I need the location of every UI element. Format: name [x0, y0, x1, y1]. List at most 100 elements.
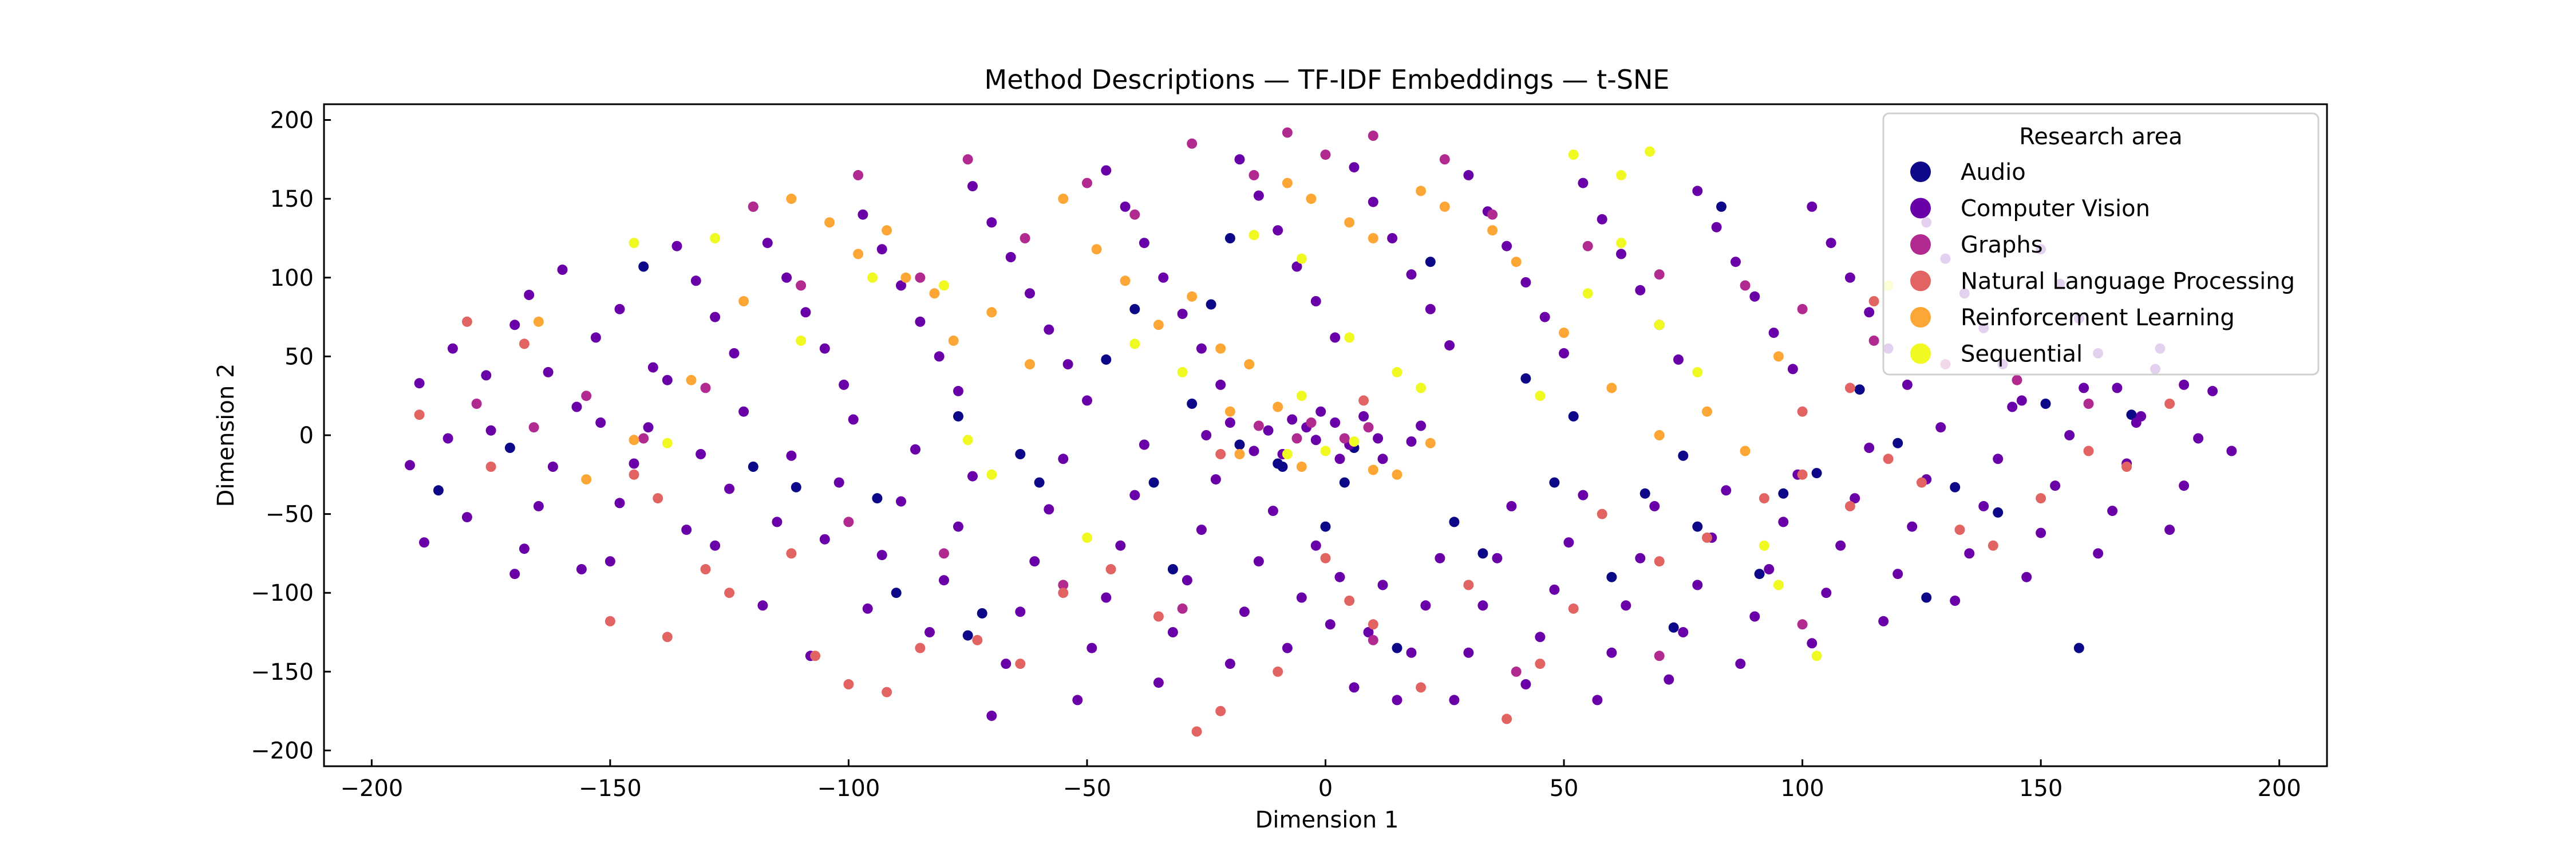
point-1-26 [819, 534, 830, 545]
point-1-59 [1296, 592, 1307, 603]
point-0-1 [504, 443, 515, 453]
point-1-9 [557, 265, 568, 275]
point-3-16 [1015, 659, 1026, 669]
legend-marker-4 [1910, 307, 1931, 328]
point-1-172 [1368, 196, 1378, 207]
point-3-24 [1344, 596, 1355, 606]
point-5-0 [629, 238, 639, 249]
point-1-220 [1263, 425, 1274, 436]
point-2-16 [1320, 149, 1331, 160]
point-4-5 [786, 194, 797, 204]
point-4-27 [1487, 225, 1498, 236]
point-1-217 [1330, 417, 1341, 428]
point-1-196 [1826, 238, 1836, 249]
point-1-197 [1844, 272, 1855, 283]
point-1-161 [1158, 272, 1169, 283]
point-3-25 [1368, 619, 1378, 630]
point-1-31 [896, 496, 906, 507]
point-2-31 [1177, 603, 1188, 614]
point-5-6 [962, 435, 973, 446]
point-1-182 [1559, 348, 1569, 358]
point-1-33 [924, 627, 935, 637]
point-1-142 [800, 307, 811, 318]
point-1-149 [934, 351, 945, 362]
point-4-39 [1392, 469, 1402, 480]
point-2-35 [1797, 619, 1808, 630]
point-4-33 [1740, 446, 1751, 456]
y-tick-label-6: 100 [270, 265, 314, 291]
point-4-0 [533, 316, 544, 327]
point-1-90 [1735, 659, 1746, 669]
point-4-1 [581, 474, 592, 485]
point-0-44 [2126, 409, 2137, 420]
point-0-12 [1101, 354, 1112, 365]
point-1-37 [986, 710, 997, 721]
point-5-30 [1320, 446, 1331, 456]
point-3-37 [1883, 454, 1894, 464]
point-4-7 [853, 249, 864, 259]
point-0-11 [1034, 477, 1045, 488]
point-1-70 [1449, 695, 1460, 706]
point-1-4 [485, 425, 496, 436]
point-1-77 [1549, 584, 1560, 595]
point-1-138 [729, 348, 740, 358]
point-1-175 [1425, 304, 1436, 314]
point-5-16 [1535, 391, 1546, 401]
legend-marker-5 [1910, 343, 1931, 364]
point-4-16 [1120, 275, 1131, 286]
point-3-6 [653, 493, 663, 504]
point-1-190 [1711, 222, 1722, 233]
point-2-38 [1339, 433, 1350, 444]
point-1-168 [1291, 261, 1302, 272]
point-1-126 [447, 343, 458, 354]
point-1-13 [614, 498, 625, 509]
point-4-14 [1058, 194, 1069, 204]
point-1-129 [524, 290, 535, 300]
x-tick-label-6: 100 [1780, 775, 1824, 802]
point-1-0 [405, 460, 415, 471]
point-1-17 [681, 525, 692, 535]
point-0-2 [638, 261, 649, 272]
point-2-37 [1306, 417, 1317, 428]
chart-title: Method Descriptions — TF-IDF Embeddings … [985, 64, 1670, 95]
point-1-57 [1267, 506, 1278, 517]
point-1-221 [1249, 446, 1259, 456]
point-1-128 [509, 320, 520, 330]
point-3-32 [1654, 556, 1665, 567]
point-1-67 [1406, 647, 1417, 658]
point-1-92 [1764, 564, 1775, 574]
point-1-180 [1520, 277, 1531, 287]
point-0-26 [1549, 477, 1560, 488]
point-4-41 [1224, 406, 1235, 417]
legend-items: Audio Computer Vision Graphs Natural Langua… [1910, 159, 2295, 368]
point-2-39 [1363, 422, 1374, 433]
point-3-14 [915, 643, 926, 653]
point-0-6 [891, 588, 902, 598]
point-5-22 [1654, 320, 1665, 330]
point-2-3 [638, 433, 649, 444]
point-0-31 [1678, 450, 1689, 461]
point-1-109 [2007, 401, 2018, 412]
point-4-18 [1187, 291, 1198, 302]
legend-label-0: Audio [1961, 159, 2026, 186]
point-2-30 [1058, 580, 1069, 590]
point-1-48 [1139, 439, 1149, 450]
point-0-45 [1187, 399, 1198, 409]
point-1-192 [1749, 291, 1760, 302]
point-2-14 [1249, 170, 1259, 180]
point-1-116 [2107, 506, 2118, 517]
point-1-101 [1893, 569, 1903, 580]
point-1-148 [915, 316, 926, 327]
point-5-18 [1616, 170, 1626, 180]
point-3-46 [1844, 383, 1855, 393]
point-5-8 [1082, 532, 1092, 543]
point-1-38 [1001, 659, 1012, 669]
point-1-51 [1182, 575, 1192, 586]
point-1-46 [1115, 540, 1126, 551]
point-1-73 [1492, 553, 1503, 564]
point-0-0 [433, 485, 444, 496]
point-1-86 [1678, 627, 1689, 637]
point-1-212 [2131, 417, 2142, 428]
point-1-106 [1964, 548, 1975, 559]
